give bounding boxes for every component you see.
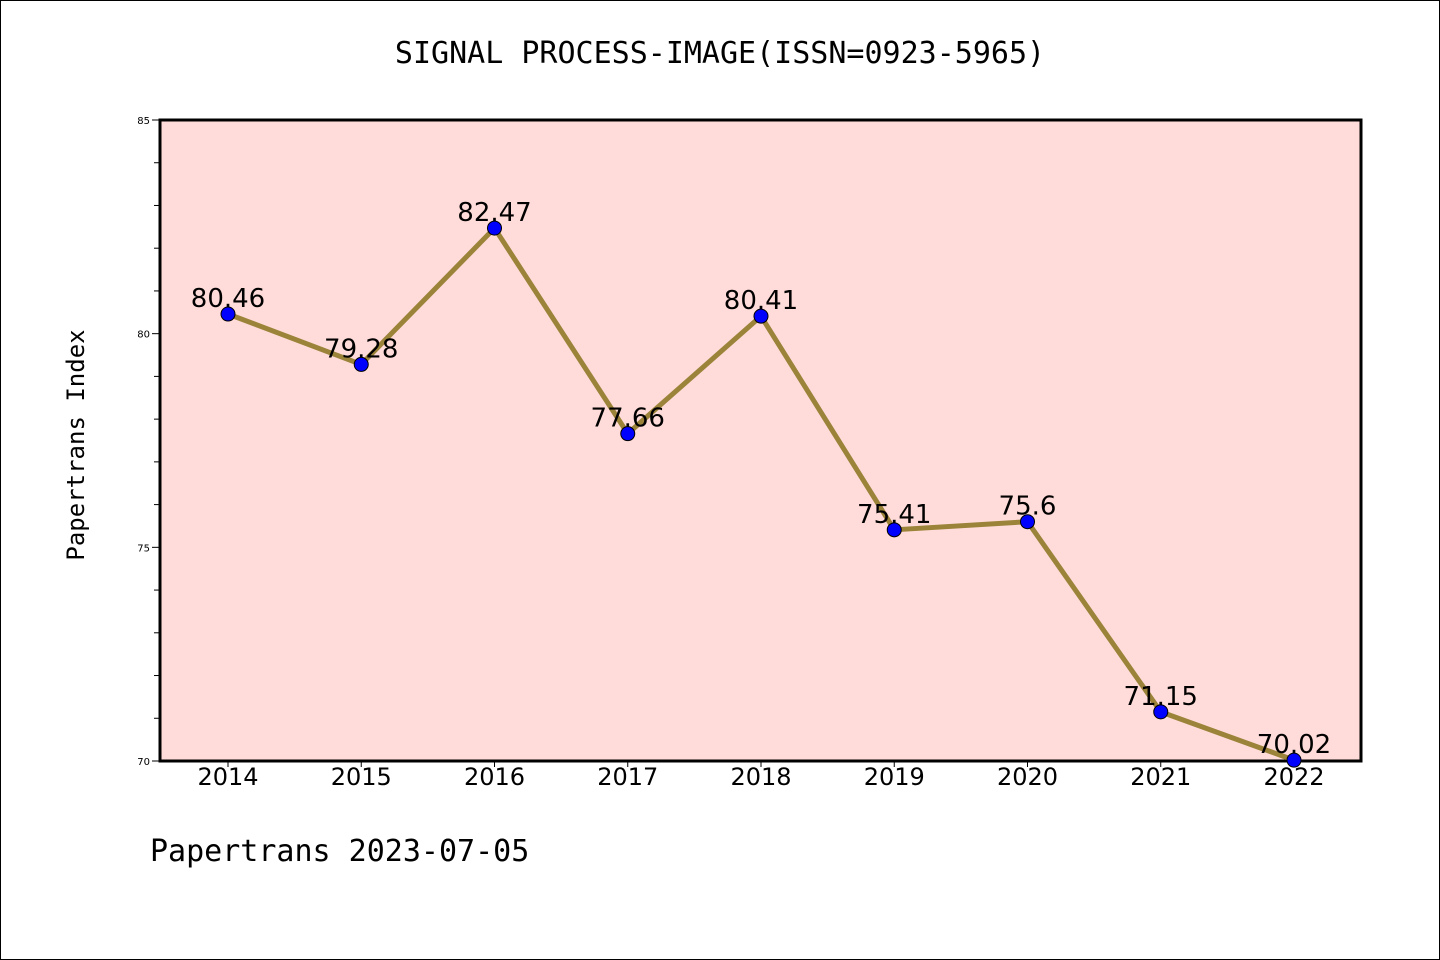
data-point: [753, 308, 769, 324]
x-tick-label: 2014: [197, 763, 258, 791]
data-label: 80.46: [191, 284, 265, 314]
plot-area: [158, 118, 1363, 763]
data-point: [220, 306, 236, 322]
y-axis: 70 75 80 85: [137, 116, 160, 768]
x-tick-label: 2017: [597, 763, 658, 791]
y-tick-label: 85: [137, 116, 150, 127]
x-tick-label: 2020: [997, 763, 1058, 791]
data-point: [353, 356, 369, 372]
data-label: 77.66: [591, 404, 665, 434]
data-label: 79.28: [324, 334, 398, 364]
data-point: [620, 426, 636, 442]
data-label: 70.02: [1257, 730, 1331, 760]
x-tick-label: 2016: [464, 763, 525, 791]
x-axis: 2014 2015 2016 2017 2018 2019 2020 2021 2022: [197, 761, 1325, 791]
x-tick-label: 2021: [1130, 763, 1191, 791]
data-point: [1020, 514, 1035, 530]
data-point: [1286, 752, 1302, 768]
data-point: [886, 522, 902, 538]
x-tick-label: 2019: [864, 763, 925, 791]
data-label: 75.6: [999, 492, 1057, 522]
data-point: [487, 220, 502, 236]
x-tick-label: 2022: [1263, 763, 1324, 791]
data-point: [1153, 704, 1169, 720]
chart-footer: Papertrans 2023-07-05: [150, 834, 530, 869]
data-label: 80.41: [724, 286, 798, 316]
data-label: 75.41: [857, 500, 931, 530]
x-tick-label: 2015: [331, 763, 392, 791]
data-label: 71.15: [1124, 682, 1198, 712]
data-label: 82.47: [457, 198, 531, 228]
chart-title: SIGNAL PROCESS-IMAGE(ISSN=0923-5965): [394, 36, 1046, 71]
markers-group: [220, 220, 1302, 768]
y-tick-label: 70: [137, 757, 150, 768]
y-tick-label: 75: [137, 543, 150, 554]
data-labels-group: 80.46 79.28 82.47 77.66 80.41 75.41 75.6 71.15 7…: [191, 198, 1331, 760]
y-tick-label: 80: [137, 330, 150, 341]
x-tick-label: 2018: [730, 763, 791, 791]
